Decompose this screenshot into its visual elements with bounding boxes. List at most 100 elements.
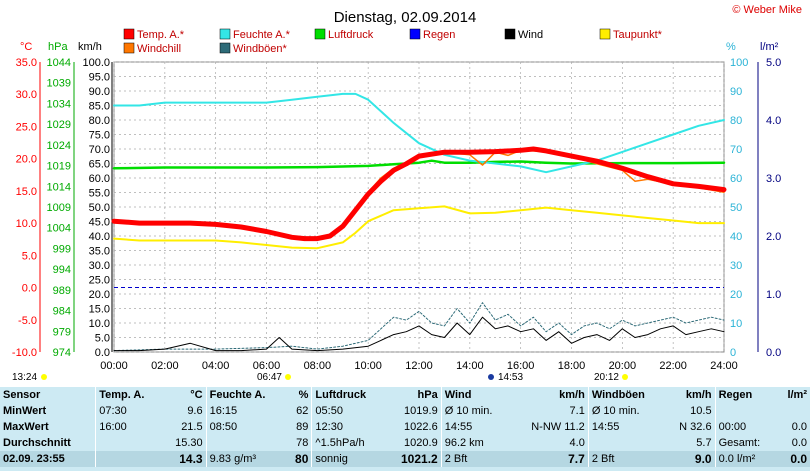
- max-wind: N-NW 11.2: [531, 421, 585, 433]
- max-gust-time: 14:55: [587, 419, 665, 435]
- stats-table: Sensor Temp. A. °C Feuchte A. % Luftdruc…: [0, 387, 810, 467]
- min-gust: 10.5: [690, 405, 712, 417]
- x-tick-label: 18:00: [558, 360, 586, 372]
- wind-tick-label: 10.0: [89, 318, 110, 330]
- series-luftdruck-line: [112, 159, 726, 170]
- time-marker-dot: [285, 374, 291, 380]
- min-hum-time: 16:15: [205, 403, 287, 419]
- x-tick-label: 14:00: [456, 360, 484, 372]
- legend-label: Luftdruck: [328, 29, 374, 41]
- legend-swatch: [123, 42, 135, 54]
- wind-tick-label: 35.0: [89, 246, 110, 258]
- humidity-tick-label: 0: [730, 347, 736, 359]
- legend-swatch: [219, 28, 231, 40]
- temp-tick-label: 0.0: [22, 283, 37, 295]
- wind-tick-label: 70.0: [89, 144, 110, 156]
- pressure-tick-label: 979: [53, 326, 71, 338]
- legend-label: Wind: [518, 29, 543, 41]
- x-tick-label: 24:00: [710, 360, 738, 372]
- pressure-tick-label: 1019: [47, 161, 71, 173]
- cur-wind: 7.7: [510, 451, 589, 467]
- cur-press: 1021.2: [385, 451, 442, 467]
- rain-axis-unit: l/m²: [760, 41, 779, 53]
- temp-tick-label: 20.0: [16, 154, 37, 166]
- legend-swatch: [123, 28, 135, 40]
- humidity-tick-label: 80: [730, 115, 742, 127]
- humidity-tick-label: 10: [730, 318, 742, 330]
- wind-header: Wind: [440, 387, 511, 403]
- wind-tick-label: 20.0: [89, 289, 110, 301]
- max-press: 1022.6: [404, 421, 438, 433]
- humidity-axis-unit: %: [726, 41, 736, 53]
- time-marker-label: 13:24: [12, 372, 37, 383]
- legend-swatch: [504, 28, 516, 40]
- series-wind-line: [113, 316, 725, 352]
- stats-max-row: MaxWert 16:00 21.5 08:50 89 12:30 1022.6…: [0, 419, 810, 435]
- wind-tick-label: 75.0: [89, 130, 110, 142]
- cur-wind-bft: 2 Bft: [440, 451, 511, 467]
- max-hum-time: 08:50: [205, 419, 287, 435]
- cur-hum: 80: [286, 451, 312, 467]
- time-marker-dot: [622, 374, 628, 380]
- press-header: Luftdruck: [311, 387, 386, 403]
- avg-press-trend: ^1.5hPa/h: [311, 435, 386, 451]
- temp-unit: °C: [190, 389, 203, 401]
- min-rain: [777, 403, 810, 419]
- legend-swatch: [219, 42, 231, 54]
- cur-rain-rate: 0.0 l/m²: [714, 451, 777, 467]
- avg-wind: 4.0: [569, 437, 585, 449]
- cur-forecast: sonnig: [311, 451, 386, 467]
- humidity-tick-label: 90: [730, 86, 742, 98]
- temp-tick-label: 15.0: [16, 186, 37, 198]
- temp-tick-label: -10.0: [12, 347, 37, 359]
- cur-rain: 0.0: [776, 451, 810, 467]
- rain-tick-label: 1.0: [766, 289, 781, 301]
- pressure-tick-label: 1029: [47, 119, 71, 131]
- wind-tick-label: 50.0: [89, 202, 110, 214]
- x-tick-label: 22:00: [659, 360, 687, 372]
- min-hum: 62: [296, 405, 309, 417]
- min-temp-time: 07:30: [95, 403, 163, 419]
- wind-tick-label: 55.0: [89, 188, 110, 200]
- wind-tick-label: 85.0: [89, 101, 110, 113]
- x-tick-label: 06:00: [253, 360, 281, 372]
- max-press-time: 12:30: [311, 419, 386, 435]
- humidity-tick-label: 30: [730, 260, 742, 272]
- avg-temp: 15.30: [175, 437, 203, 449]
- wind-unit: km/h: [559, 389, 585, 401]
- humidity-tick-label: 40: [730, 231, 742, 243]
- humidity-tick-label: 50: [730, 202, 742, 214]
- cur-gust-bft: 2 Bft: [587, 451, 665, 467]
- legend-label: Feuchte A.*: [233, 29, 291, 41]
- pressure-tick-label: 1044: [47, 57, 71, 69]
- avg-gust-time: [587, 435, 665, 451]
- stats-header-row: Sensor Temp. A. °C Feuchte A. % Luftdruc…: [0, 387, 810, 403]
- temp-tick-label: 35.0: [16, 57, 37, 69]
- series-feuchte-a-line: [113, 92, 725, 174]
- cur-abs-hum: 9.83 g/m³: [205, 451, 287, 467]
- cur-temp-time: [95, 451, 163, 467]
- stats-panel: Sensor Temp. A. °C Feuchte A. % Luftdruc…: [0, 387, 810, 471]
- rain-tick-label: 4.0: [766, 115, 781, 127]
- stats-min-row: MinWert 07:30 9.6 16:15 62 05:50 1019.9 …: [0, 403, 810, 419]
- series-temp-a-line: [111, 146, 727, 242]
- max-temp-time: 16:00: [95, 419, 163, 435]
- wind-tick-label: 100.0: [82, 57, 110, 69]
- humidity-tick-label: 20: [730, 289, 742, 301]
- rain-tick-label: 0.0: [766, 347, 781, 359]
- pressure-tick-label: 1024: [47, 140, 71, 152]
- legend-label: Temp. A.*: [137, 29, 185, 41]
- time-marker-label: 20:12: [594, 372, 619, 383]
- x-tick-label: 08:00: [304, 360, 332, 372]
- min-wind-time: Ø 10 min.: [440, 403, 511, 419]
- temp-tick-label: 25.0: [16, 121, 37, 133]
- max-rain: 0.0: [791, 421, 807, 433]
- avg-rain: 0.0: [791, 437, 807, 449]
- temp-axis-unit: °C: [20, 41, 32, 53]
- hum-header: Feuchte A.: [205, 387, 287, 403]
- humidity-tick-label: 100: [730, 57, 748, 69]
- rain-tick-label: 3.0: [766, 173, 781, 185]
- avg-gust: 5.7: [696, 437, 712, 449]
- temp-tick-label: 10.0: [16, 218, 37, 230]
- stats-avg-row: Durchschnitt 15.30 78 ^1.5hPa/h 1020.9 9…: [0, 435, 810, 451]
